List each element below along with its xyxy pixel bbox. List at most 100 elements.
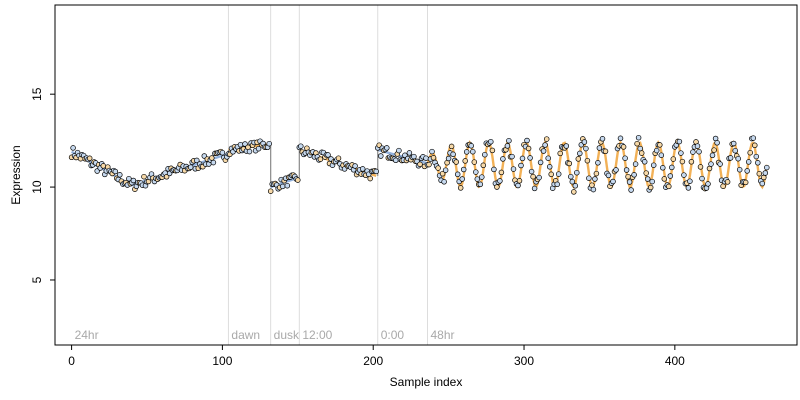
data-point — [631, 172, 637, 178]
data-point — [687, 178, 693, 184]
data-point — [531, 185, 538, 192]
data-point — [679, 158, 686, 165]
section-dividers — [227, 5, 429, 345]
data-point — [284, 182, 291, 189]
data-point — [742, 179, 749, 186]
data-point — [678, 150, 684, 156]
data-point — [584, 157, 591, 164]
data-point — [435, 165, 441, 171]
y-axis: 5 10 15 — [30, 87, 55, 283]
data-point — [482, 151, 488, 158]
data-point — [417, 161, 423, 168]
data-point — [500, 156, 506, 162]
data-point — [593, 170, 600, 177]
data-point — [100, 163, 107, 169]
data-point — [468, 143, 474, 149]
data-point — [568, 173, 574, 180]
data-point — [676, 138, 683, 145]
data-point — [454, 171, 461, 178]
data-point — [688, 159, 695, 165]
data-point — [442, 167, 449, 173]
data-point — [462, 158, 468, 164]
data-point — [459, 176, 465, 182]
data-point — [761, 174, 767, 181]
data-point — [759, 180, 766, 187]
data-point — [714, 140, 720, 146]
section-label: dawn — [231, 328, 260, 342]
y-tick-label: 5 — [30, 276, 44, 283]
data-point — [697, 164, 704, 170]
data-point — [599, 136, 606, 142]
data-point — [460, 166, 467, 173]
data-point — [497, 178, 503, 184]
data-point — [595, 160, 601, 166]
data-point — [295, 177, 301, 183]
data-point — [638, 150, 645, 156]
data-point — [762, 170, 769, 176]
data-point — [266, 140, 272, 147]
data-point — [546, 164, 553, 170]
data-point — [577, 150, 583, 157]
data-point — [669, 164, 675, 171]
data-point — [744, 168, 750, 174]
data-point — [661, 176, 668, 182]
data-point — [658, 152, 665, 158]
data-point — [566, 160, 573, 167]
data-point — [605, 172, 612, 179]
data-point — [730, 140, 737, 147]
data-point — [685, 185, 692, 191]
data-point — [548, 171, 554, 178]
data-point — [540, 148, 547, 154]
data-point — [699, 175, 705, 182]
data-point — [373, 168, 379, 175]
data-point — [641, 159, 648, 165]
data-point — [732, 147, 738, 154]
data-point — [453, 159, 459, 165]
data-point — [298, 143, 304, 149]
data-point — [581, 139, 588, 145]
data-point — [237, 141, 244, 148]
data-point — [210, 159, 217, 166]
data-point — [643, 170, 649, 176]
data-point — [632, 161, 639, 167]
data-point — [430, 155, 437, 161]
data-point — [246, 148, 253, 155]
data-point — [429, 148, 435, 155]
data-point — [660, 165, 666, 171]
data-point — [543, 136, 550, 142]
x-axis: 0 100 200 300 400 — [68, 345, 685, 368]
section-labels: 24hr dawn dusk 12:00 0:00 48hr — [75, 328, 455, 342]
data-point — [666, 183, 672, 190]
data-point — [596, 145, 603, 151]
data-point — [694, 143, 701, 149]
data-point — [667, 173, 674, 179]
data-point — [518, 162, 524, 169]
data-point — [378, 153, 384, 159]
data-point — [439, 170, 446, 177]
data-point — [267, 188, 274, 194]
data-point — [750, 135, 757, 141]
data-point — [705, 181, 711, 187]
data-point — [317, 156, 324, 162]
section-label: 48hr — [431, 328, 455, 342]
data-point — [406, 150, 413, 156]
data-point — [528, 168, 535, 175]
data-point — [755, 160, 761, 166]
data-point — [575, 156, 582, 162]
data-point — [617, 135, 624, 142]
data-point — [711, 147, 717, 153]
data-point — [367, 175, 373, 182]
data-point — [279, 183, 286, 190]
data-point — [602, 148, 609, 155]
data-point — [194, 157, 200, 164]
data-point — [572, 183, 579, 189]
data-point — [489, 147, 496, 154]
data-point — [219, 149, 226, 156]
data-point — [423, 155, 429, 161]
data-point — [457, 185, 464, 191]
data-point — [586, 175, 592, 181]
y-tick-label: 10 — [30, 180, 44, 194]
data-point — [670, 156, 677, 162]
data-point — [635, 134, 642, 141]
data-point — [359, 166, 366, 172]
